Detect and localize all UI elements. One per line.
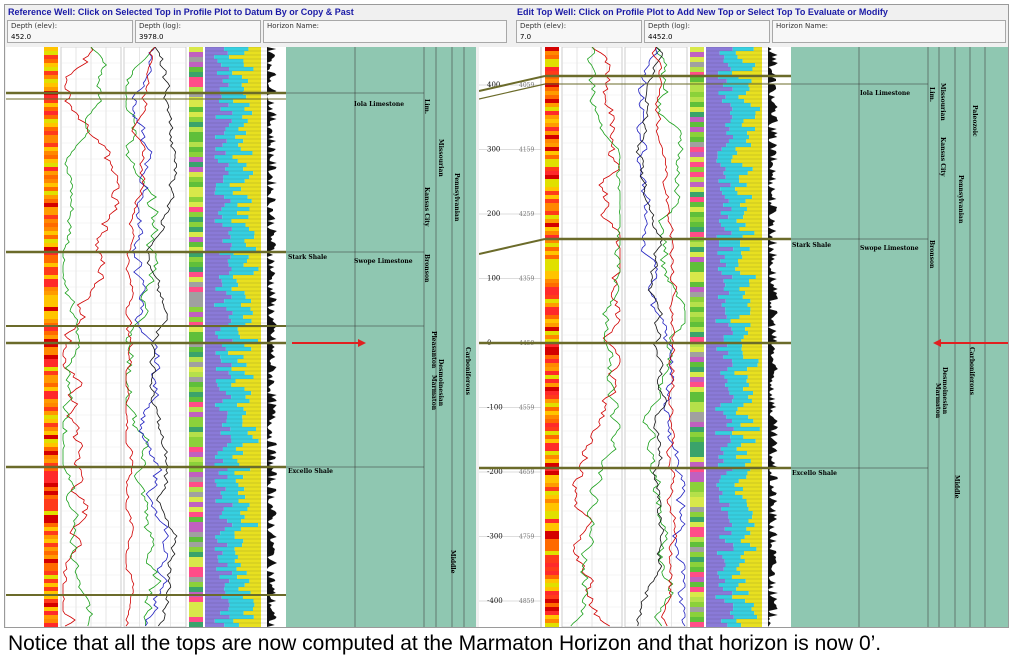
unit-bronson: Bronson (928, 240, 935, 269)
edit-well-svg[interactable]: 400405930041592004259100435904459-100455… (479, 47, 1008, 627)
axis-elev-tick: -100 (487, 404, 503, 412)
unit-missourian: Missourian (437, 139, 444, 177)
strat-column (286, 47, 476, 627)
edit-horizon-name-label: Horizon Name: (776, 22, 828, 30)
axis-elev-tick: 300 (487, 146, 500, 154)
unit-middle: Middle (449, 550, 456, 574)
edit-well-title: Edit Top Well: Click on Profile Plot to … (517, 7, 888, 17)
unit-kansas-city: Kansas City (939, 137, 946, 177)
top-label-stark[interactable]: Stark Shale (792, 242, 831, 249)
datum-arrow-head (933, 339, 941, 347)
unit-pleasanton: Pleasanton (430, 331, 437, 369)
top-label-iola[interactable]: Iola Limestone (354, 101, 404, 108)
edit-well-header: Edit Top Well: Click on Profile Plot to … (514, 5, 1008, 47)
axis-elev-tick: 400 (487, 81, 500, 89)
ref-depth-elev-value: 452.0 (11, 33, 32, 41)
unit-carboniferous: Carboniferous (464, 347, 471, 396)
unit-middle: Middle (953, 475, 960, 499)
edit-well-profile-plot[interactable]: 400405930041592004259100435904459-100455… (479, 47, 1008, 627)
unit-marmaton: Marmaton (430, 375, 437, 411)
axis-elev-tick: -300 (487, 533, 503, 541)
reference-well-title: Reference Well: Click on Selected Top in… (8, 7, 354, 17)
top-label-iola[interactable]: Iola Limestone (860, 90, 910, 97)
axis-elev-tick: 200 (487, 210, 500, 218)
unit-pennsylvanian: Pennsylvanian (453, 173, 460, 222)
unit-marmaton: Marmaton (934, 383, 941, 419)
top-label-swope[interactable]: Swope Limestone (354, 258, 413, 265)
ref-horizon-name-field[interactable]: Horizon Name: (263, 20, 507, 43)
axis-log-tick: 4659 (519, 469, 534, 476)
datum-arrow-head (358, 339, 366, 347)
ref-depth-log-label: Depth (log): (139, 22, 182, 30)
edit-depth-elev-value: 7.0 (520, 33, 532, 41)
top-label-excello[interactable]: Excello Shale (288, 468, 333, 475)
strat-column (791, 47, 1008, 627)
top-label-swope[interactable]: Swope Limestone (860, 245, 919, 252)
reference-well-header: Reference Well: Click on Selected Top in… (5, 5, 508, 47)
unit-pennsylvanian: Pennsylvanian (957, 175, 964, 224)
ref-depth-log-value: 3978.0 (139, 33, 164, 41)
axis-log-tick: 4759 (519, 534, 534, 541)
unit-missourian: Missourian (939, 83, 946, 121)
reference-well-profile-plot[interactable]: Iola Limestone Stark Shale Swope Limesto… (6, 47, 476, 627)
edit-depth-log-field[interactable]: Depth (log): 4452.0 (644, 20, 770, 43)
unit-bronson: Bronson (423, 254, 430, 283)
axis-log-tick: 4159 (519, 147, 534, 154)
ref-depth-elev-field[interactable]: Depth (elev): 452.0 (7, 20, 133, 43)
top-label-excello[interactable]: Excello Shale (792, 470, 837, 477)
axis-elev-tick: 100 (487, 275, 500, 283)
unit-paleozoic: Paleozoic (971, 105, 978, 137)
unit-lim: Lim. (423, 99, 430, 114)
unit-desmoinesian: Desmoinesian (437, 359, 444, 407)
edit-depth-log-label: Depth (log): (648, 22, 691, 30)
ref-horizon-name-label: Horizon Name: (267, 22, 319, 30)
unit-carboniferous: Carboniferous (968, 347, 975, 396)
edit-depth-elev-field[interactable]: Depth (elev): 7.0 (516, 20, 642, 43)
reference-well-svg[interactable]: Iola Limestone Stark Shale Swope Limesto… (6, 47, 476, 627)
ref-depth-log-field[interactable]: Depth (log): 3978.0 (135, 20, 261, 43)
axis-log-tick: 4359 (519, 276, 534, 283)
axis-log-tick: 4859 (519, 598, 534, 605)
top-label-stark[interactable]: Stark Shale (288, 254, 327, 261)
unit-lim: Lim. (928, 87, 935, 102)
axis-log-tick: 4559 (519, 405, 534, 412)
app-window: Reference Well: Click on Selected Top in… (4, 4, 1009, 628)
axis-elev-tick: -200 (487, 468, 503, 476)
ref-depth-elev-label: Depth (elev): (11, 22, 58, 30)
unit-desmoinesian: Desmoinesian (941, 367, 948, 415)
axis-elev-tick: -400 (487, 597, 503, 605)
caption: Notice that all the tops are now compute… (8, 632, 882, 655)
unit-kansas-city: Kansas City (423, 187, 430, 227)
axis-log-tick: 4059 (519, 82, 534, 89)
edit-horizon-name-field[interactable]: Horizon Name: (772, 20, 1006, 43)
edit-depth-elev-label: Depth (elev): (520, 22, 567, 30)
edit-depth-log-value: 4452.0 (648, 33, 673, 41)
axis-log-tick: 4259 (519, 211, 534, 218)
